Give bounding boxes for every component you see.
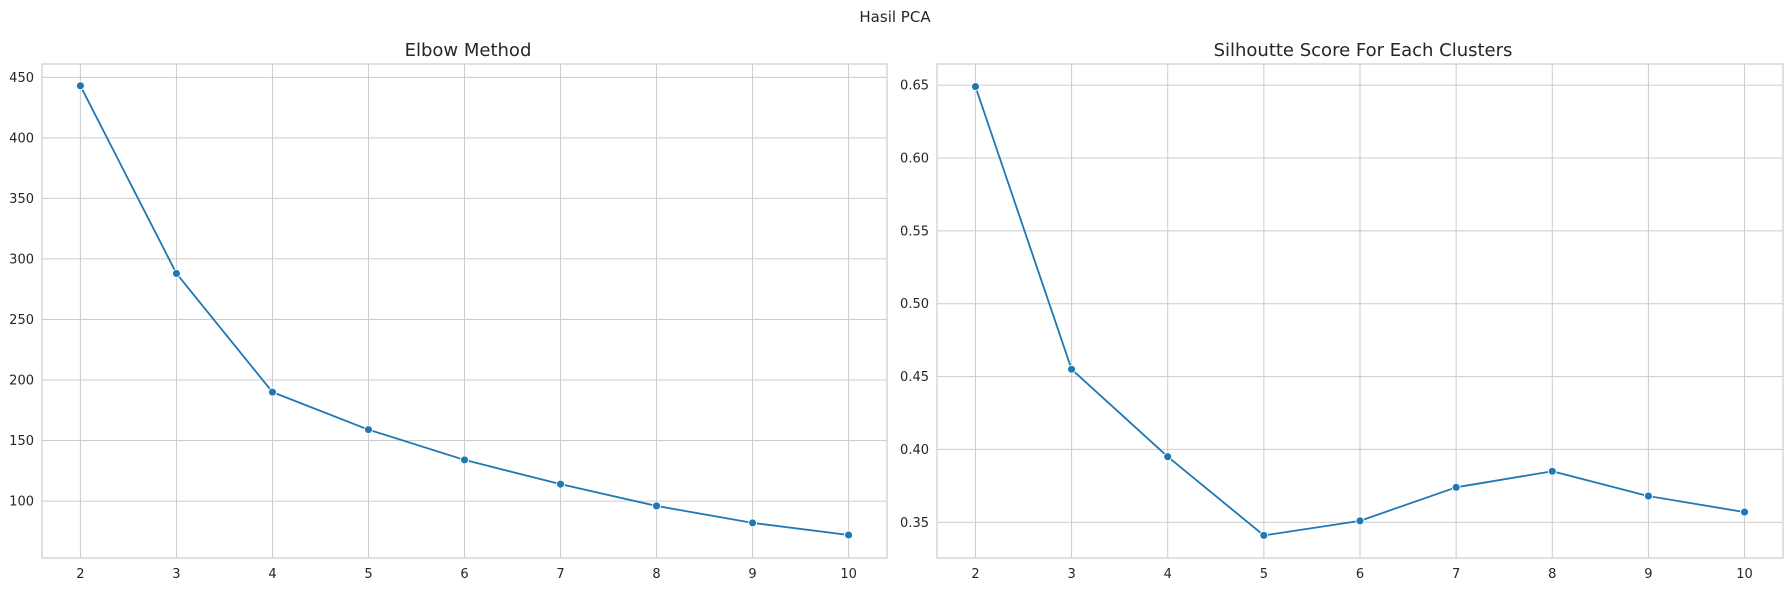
silhouette-data-point (1740, 507, 1749, 517)
elbow-x-tick-label: 9 (748, 567, 756, 582)
silhouette-data-point (1547, 466, 1557, 476)
elbow-y-tick-label: 200 (9, 374, 34, 389)
silhouette-x-tick-label: 9 (1644, 567, 1652, 582)
elbow-x-tick-label: 10 (840, 567, 857, 582)
elbow-data-point (171, 269, 181, 278)
silhouette-axes-frame (936, 63, 1784, 559)
elbow-x-tick-label: 3 (172, 567, 180, 582)
elbow-data-point (75, 81, 85, 91)
silhouette-score-title: Silhoutte Score For Each Clusters (1214, 40, 1513, 61)
silhouette-y-tick-label: 0.65 (900, 79, 929, 94)
silhouette-x-tick-label: 2 (971, 567, 979, 582)
elbow-axes-frame (41, 63, 888, 559)
elbow-data-point (460, 455, 469, 465)
elbow-method-title: Elbow Method (405, 40, 532, 61)
elbow-x-tick-label: 7 (556, 567, 564, 582)
silhouette-score-axes: Silhoutte Score For Each Clusters 2 3 4 5 6 7… (900, 40, 1784, 582)
silhouette-data-point (971, 82, 980, 92)
elbow-y-tick-label: 450 (9, 71, 34, 86)
elbow-x-tick-label: 5 (364, 567, 372, 582)
elbow-y-tick-label: 300 (9, 252, 34, 267)
silhouette-y-tick-label: 0.60 (900, 151, 929, 166)
silhouette-x-tick-label: 8 (1548, 567, 1556, 582)
elbow-data-point (844, 530, 854, 540)
elbow-data-point (748, 518, 758, 528)
silhouette-data-point (1355, 516, 1365, 526)
silhouette-data-point (1259, 530, 1269, 540)
elbow-y-tick-label: 350 (9, 192, 34, 207)
elbow-data-point (652, 501, 661, 511)
silhouette-y-tick-label: 0.55 (900, 224, 929, 239)
silhouette-data-point (1451, 482, 1461, 492)
silhouette-x-tick-label: 3 (1067, 567, 1075, 582)
elbow-data-point (556, 479, 565, 489)
elbow-data-point (268, 387, 277, 397)
silhouette-y-tick-label: 0.40 (900, 443, 929, 458)
silhouette-y-tick-label: 0.45 (900, 370, 929, 385)
elbow-x-tick-label: 4 (268, 567, 276, 582)
elbow-y-tick-label: 400 (9, 131, 34, 146)
silhouette-data-point (1067, 364, 1077, 374)
elbow-data-point (364, 425, 373, 435)
elbow-x-tick-label: 2 (76, 567, 84, 582)
silhouette-y-tick-label: 0.35 (900, 516, 929, 531)
silhouette-x-tick-label: 7 (1452, 567, 1460, 582)
elbow-x-tick-label: 6 (460, 567, 468, 582)
silhouette-data-point (1643, 491, 1653, 501)
figure-suptitle: Hasil PCA (859, 8, 931, 26)
silhouette-data-point (1163, 452, 1173, 462)
silhouette-x-tick-label: 4 (1164, 567, 1172, 582)
elbow-method-axes: Elbow Method 2 3 4 5 6 7 8 9 10 100 150 200 250 300 35… (9, 40, 888, 582)
silhouette-x-tick-label: 10 (1736, 567, 1753, 582)
silhouette-x-tick-label: 5 (1260, 567, 1268, 582)
silhouette-x-tick-label: 6 (1356, 567, 1364, 582)
elbow-x-tick-label: 8 (652, 567, 660, 582)
elbow-y-tick-label: 250 (9, 313, 34, 328)
elbow-y-tick-label: 100 (9, 495, 34, 510)
silhouette-y-tick-label: 0.50 (900, 297, 929, 312)
elbow-y-tick-label: 150 (9, 434, 34, 449)
